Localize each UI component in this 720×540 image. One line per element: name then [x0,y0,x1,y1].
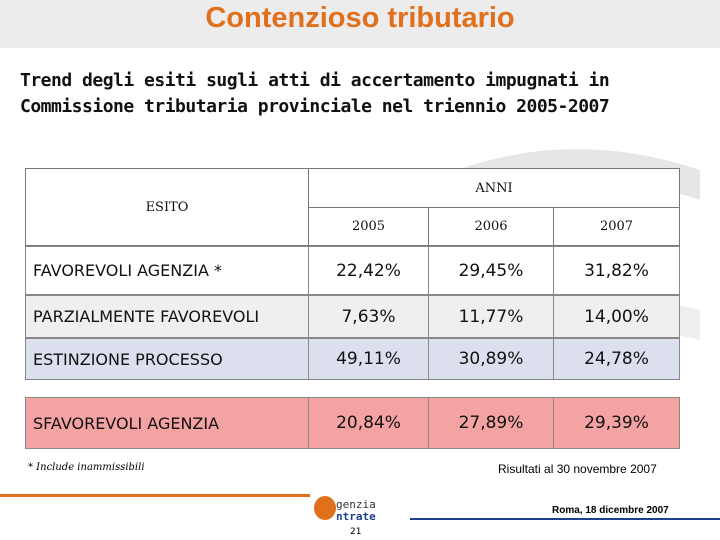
value-cell: 27,89% [458,413,524,433]
value-cell: 22,42% [336,260,401,281]
col-divider [308,295,309,338]
logo-text: ntrate [336,510,376,523]
note: Risultati al 30 novembre 2007 [498,462,657,476]
row-label: FAVOREVOLI AGENZIA * [33,261,222,280]
year-cell: 2007 [553,207,680,246]
title-band [0,0,720,48]
logo-text: genzia [336,498,376,511]
table-row [25,246,680,295]
table-row [25,338,680,380]
logo-mark [314,496,336,520]
footer-line [410,518,720,520]
col-divider [553,397,554,449]
value-cell: 29,45% [458,260,524,281]
value-cell: 31,82% [584,260,649,281]
table-row [25,295,680,338]
value-cell: 20,84% [336,413,401,433]
year-cell: 2005 [308,207,429,246]
title: Contenzioso tributario [205,2,515,34]
value-cell: 11,77% [458,306,524,327]
subtitle-line: Commissione tributaria provinciale nel t… [20,96,610,117]
col-divider [553,338,554,380]
subtitle-line: Trend degli esiti sugli atti di accertam… [20,70,610,91]
col-divider [428,397,429,449]
header-cell: ANNI [308,168,680,208]
table-row [25,397,680,449]
value-cell: 24,78% [584,349,649,369]
col-divider [308,246,309,295]
row-label: ESTINZIONE PROCESSO [33,349,223,369]
value-cell: 29,39% [584,413,649,433]
page-number: 21 [350,527,362,537]
col-divider [428,338,429,380]
col-divider [553,295,554,338]
col-divider [553,246,554,295]
value-cell: 30,89% [458,349,524,369]
footer-line [0,494,310,497]
row-label: SFAVOREVOLI AGENZIA [33,413,220,433]
value-cell: 49,11% [336,349,401,369]
value-cell: 14,00% [584,306,649,327]
footnote: * Include inammissibili [28,462,145,473]
col-divider [428,246,429,295]
col-divider [428,295,429,338]
year-cell: 2006 [428,207,554,246]
header-cell: ESITO [25,168,309,246]
col-divider [308,397,309,449]
col-divider [308,338,309,380]
row-label: PARZIALMENTE FAVOREVOLI [33,307,260,326]
value-cell: 7,63% [341,306,396,327]
date: Roma, 18 dicembre 2007 [552,505,669,516]
